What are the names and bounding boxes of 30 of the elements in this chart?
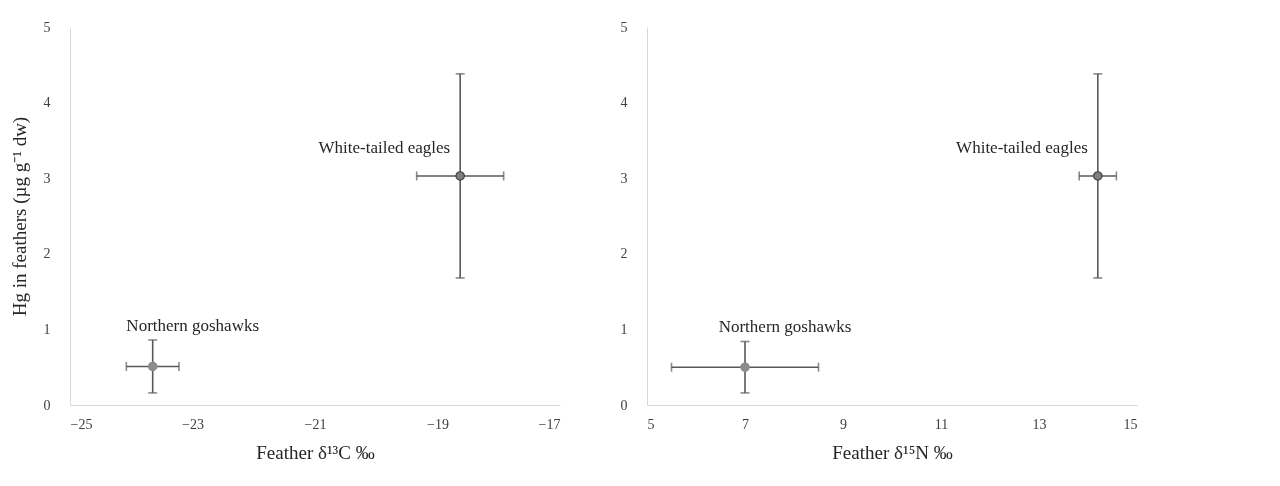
y-axis-title: Hg in feathers (µg g⁻¹ dw) (8, 116, 31, 317)
y-tick-label: 0 (43, 397, 51, 413)
x-tick-label: 5 (647, 416, 655, 432)
y-tick-label: 4 (43, 95, 51, 111)
text: Northern goshawks (718, 317, 852, 337)
y-tick-label: 1 (43, 321, 51, 337)
x-tick-label: −17 (538, 416, 561, 432)
series-label: White-tailed eagles (318, 137, 451, 157)
y-tick-label: 2 (43, 246, 51, 262)
y-tick-label: 5 (43, 19, 51, 35)
x-tick-label: −25 (70, 416, 93, 432)
y-tick-label: 1 (620, 321, 628, 337)
x-tick-label: 15 (1123, 416, 1138, 432)
x-axis-title: Feather δ¹⁵N ‰ (832, 441, 953, 463)
x-tick-label: 9 (840, 416, 847, 432)
x-tick-label: −19 (427, 416, 449, 432)
series-label: White-tailed eagles (956, 137, 1088, 157)
y-tick-label: 0 (620, 397, 628, 413)
x-tick-label: −23 (182, 416, 204, 432)
x-tick-label: 13 (1032, 416, 1047, 432)
y-tick-label: 2 (620, 246, 628, 262)
x-tick-label: −21 (304, 416, 327, 432)
x-axis-title: Feather δ¹³C ‰ (256, 441, 375, 463)
y-tick-label: 3 (43, 170, 51, 186)
x-tick-label: 7 (742, 416, 749, 432)
text: Northern goshawks (126, 315, 260, 335)
y-tick-label: 5 (620, 19, 628, 35)
y-tick-label: 3 (620, 170, 628, 186)
y-tick-label: 4 (620, 95, 628, 111)
x-tick-label: 11 (934, 416, 949, 432)
